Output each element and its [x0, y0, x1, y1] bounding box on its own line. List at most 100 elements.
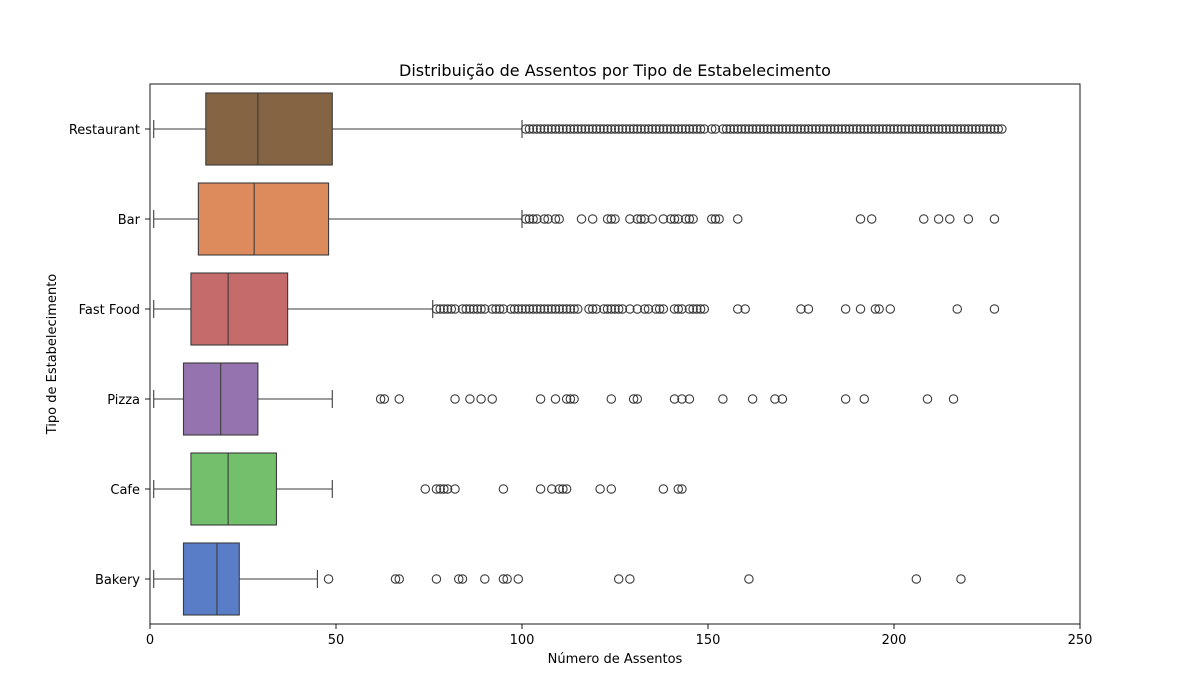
- outlier-point: [524, 214, 535, 224]
- outlier-point: [993, 124, 1003, 134]
- outlier-point: [498, 484, 509, 494]
- outlier-point: [677, 484, 687, 494]
- outlier-point: [520, 214, 531, 224]
- outlier-point: [688, 304, 698, 314]
- outlier-point: [606, 484, 617, 494]
- y-tick-label: Pizza: [107, 393, 140, 408]
- outlier-point: [442, 304, 453, 314]
- outlier-point: [494, 304, 505, 314]
- outlier-point: [632, 214, 643, 224]
- outlier-point: [840, 124, 851, 134]
- outlier-point: [394, 394, 404, 404]
- outlier-point: [640, 124, 650, 134]
- outlier-point: [465, 394, 475, 404]
- outlier-point: [547, 484, 557, 494]
- outlier-point: [729, 124, 739, 134]
- outlier-point: [547, 124, 557, 134]
- outlier-point: [584, 124, 594, 134]
- outlier-point: [680, 124, 691, 134]
- outlier-point: [561, 304, 572, 314]
- outlier-point: [666, 124, 676, 134]
- box-group-bar: [153, 182, 1000, 256]
- y-tick-label: Fast Food: [79, 303, 140, 318]
- outlier-point: [721, 124, 732, 134]
- outlier-point: [506, 304, 516, 314]
- outlier-point: [989, 304, 1000, 314]
- outlier-point: [394, 574, 404, 584]
- outlier-point: [640, 214, 650, 224]
- outlier-point: [673, 124, 683, 134]
- outlier-point: [673, 484, 683, 494]
- outlier-point: [431, 304, 442, 314]
- outlier-point: [740, 124, 750, 134]
- outlier-point: [654, 124, 665, 134]
- outlier-point: [632, 124, 643, 134]
- outlier-point: [733, 124, 743, 134]
- outlier-point: [543, 304, 553, 314]
- x-tick-label: 150: [696, 633, 721, 648]
- outlier-point: [922, 124, 933, 134]
- outlier-point: [878, 124, 888, 134]
- outlier-point: [658, 214, 669, 224]
- outlier-point: [431, 574, 442, 584]
- outlier-point: [558, 304, 568, 314]
- outlier-point: [829, 124, 840, 134]
- outlier-point: [625, 214, 635, 224]
- outlier-point: [777, 394, 788, 404]
- iqr-box: [197, 182, 330, 256]
- outlier-point: [959, 124, 970, 134]
- outlier-point: [751, 124, 762, 134]
- outlier-point: [435, 484, 445, 494]
- outlier-point: [859, 124, 869, 134]
- outlier-point: [677, 394, 687, 404]
- outlier-point: [565, 394, 576, 404]
- outlier-point: [695, 124, 706, 134]
- outlier-point: [647, 214, 657, 224]
- outlier-point: [919, 214, 929, 224]
- outlier-point: [420, 484, 431, 494]
- outlier-point: [699, 124, 710, 134]
- outlier-point: [435, 304, 445, 314]
- outlier-point: [803, 304, 814, 314]
- outlier-point: [498, 304, 509, 314]
- y-tick-label: Bakery: [95, 573, 140, 588]
- outlier-point: [431, 484, 442, 494]
- outlier-point: [439, 304, 449, 314]
- outlier-point: [375, 394, 386, 404]
- outlier-point: [587, 124, 598, 134]
- outlier-point: [632, 304, 643, 314]
- outlier-point: [747, 394, 758, 404]
- outlier-point: [539, 214, 550, 224]
- outlier-point: [439, 484, 449, 494]
- outlier-point: [457, 574, 468, 584]
- outlier-point: [561, 124, 572, 134]
- outlier-point: [595, 124, 605, 134]
- outlier-point: [919, 124, 929, 134]
- box-group-fast-food: [153, 272, 1000, 346]
- outlier-point: [677, 124, 687, 134]
- outlier-point: [933, 214, 944, 224]
- outlier-point: [591, 304, 602, 314]
- outlier-point: [323, 574, 334, 584]
- outlier-point: [558, 484, 568, 494]
- y-axis: Restaurant Bar Fast Food Pizza Cafe Bakery: [69, 123, 150, 588]
- outlier-point: [673, 304, 683, 314]
- outlier-point: [669, 214, 680, 224]
- outlier-point: [517, 304, 527, 314]
- outlier-point: [855, 304, 866, 314]
- outlier-point: [770, 394, 780, 404]
- outlier-point: [744, 124, 754, 134]
- outlier-point: [535, 394, 546, 404]
- outlier-point: [874, 124, 884, 134]
- outlier-point: [561, 394, 572, 404]
- outlier-point: [450, 394, 460, 404]
- outlier-point: [781, 124, 791, 134]
- outlier-point: [766, 124, 776, 134]
- outlier-point: [733, 214, 743, 224]
- outlier-point: [971, 124, 981, 134]
- outlier-point: [692, 124, 702, 134]
- outlier-point: [520, 304, 531, 314]
- outlier-point: [550, 214, 561, 224]
- outlier-point: [948, 394, 959, 404]
